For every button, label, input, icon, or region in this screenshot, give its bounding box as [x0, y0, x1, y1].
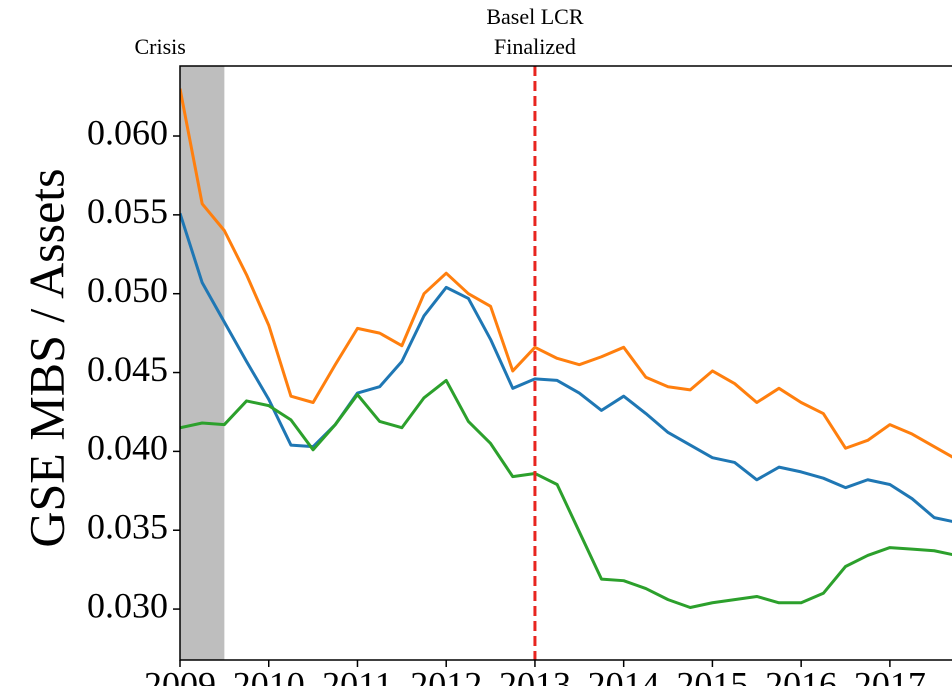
y-tick-label: 0.040 [87, 428, 168, 468]
series-line [180, 378, 952, 609]
crisis-span [180, 66, 225, 660]
x-tick-label: 2016 [765, 664, 837, 686]
y-tick-label: 0.060 [87, 112, 168, 152]
event-label: Finalized [494, 34, 576, 59]
axis-frame [179, 65, 952, 661]
y-tick-label: 0.055 [87, 191, 168, 231]
x-tick-label: 2013 [499, 664, 571, 686]
x-tick-label: 2014 [588, 664, 660, 686]
series-line [180, 212, 952, 523]
plot-area [180, 66, 952, 660]
event-label: Basel LCR [486, 4, 583, 29]
y-tick-label: 0.035 [87, 506, 168, 546]
axes: 0.030 0.035 0.040 0.045 0.050 0.055 0.060 2009 2… [18, 65, 952, 686]
y-axis-label: GSE MBS / Assets [18, 168, 74, 547]
x-tick-label: 2010 [233, 664, 305, 686]
x-tick-label: 2017 [854, 664, 926, 686]
y-tick-label: 0.030 [87, 585, 168, 625]
x-tick-label: 2012 [410, 664, 482, 686]
x-tick-label: 2011 [322, 664, 393, 686]
crisis-label: Crisis [135, 34, 186, 59]
series-line [180, 88, 952, 459]
y-tick-label: 0.045 [87, 349, 168, 389]
x-tick-label: 2009 [144, 664, 216, 686]
x-tick-label: 2015 [676, 664, 748, 686]
y-tick-label: 0.050 [87, 270, 168, 310]
